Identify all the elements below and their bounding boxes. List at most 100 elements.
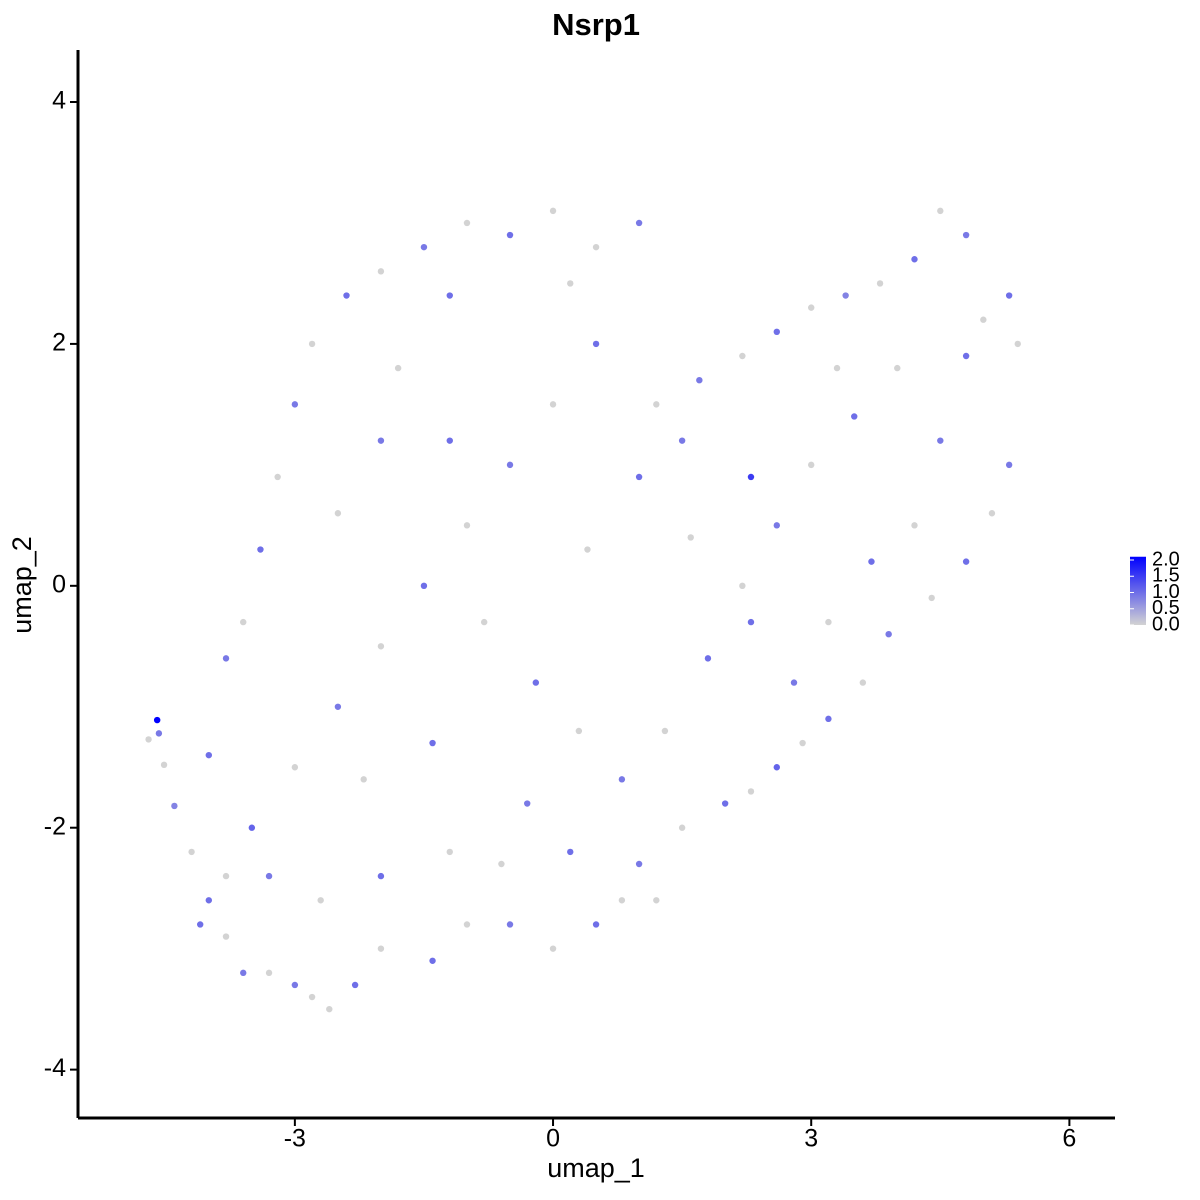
point xyxy=(773,522,780,529)
point xyxy=(308,993,316,1001)
x-tick-label: 3 xyxy=(804,1125,818,1153)
point xyxy=(937,207,944,215)
point xyxy=(155,730,163,737)
point xyxy=(420,243,428,251)
point xyxy=(351,981,359,989)
colorbar xyxy=(1130,556,1146,625)
point xyxy=(773,328,780,336)
point xyxy=(885,630,892,638)
point xyxy=(592,340,600,348)
point xyxy=(420,582,428,590)
point xyxy=(833,364,841,372)
point xyxy=(480,618,488,626)
point xyxy=(592,243,600,251)
point xyxy=(446,292,453,299)
colorbar-tick-label: 1.5 xyxy=(1152,565,1180,587)
point xyxy=(334,510,342,517)
point xyxy=(265,969,273,977)
colorbar-tick-label: 0.0 xyxy=(1152,613,1180,635)
point xyxy=(463,219,471,227)
point xyxy=(567,280,574,287)
point xyxy=(678,824,686,831)
point xyxy=(962,558,970,565)
point xyxy=(661,727,669,735)
point xyxy=(240,969,247,977)
point xyxy=(618,897,626,904)
point xyxy=(463,522,471,529)
point xyxy=(463,921,471,928)
point xyxy=(687,534,694,541)
point xyxy=(868,558,875,565)
chart-title: Nsrp1 xyxy=(552,7,640,42)
colorbar-tick-label: 1.0 xyxy=(1152,581,1180,603)
point xyxy=(360,776,367,783)
point xyxy=(506,461,514,469)
point xyxy=(506,921,514,928)
point xyxy=(876,280,884,287)
point xyxy=(197,921,204,928)
point xyxy=(678,437,686,444)
point xyxy=(739,352,746,360)
point xyxy=(222,872,230,880)
point xyxy=(334,703,342,710)
point xyxy=(429,957,436,964)
point xyxy=(859,679,867,686)
point xyxy=(799,739,806,747)
point xyxy=(326,1005,333,1013)
point xyxy=(842,292,849,299)
point xyxy=(592,921,600,928)
point xyxy=(739,582,746,590)
point xyxy=(171,802,178,810)
point xyxy=(988,510,996,517)
point xyxy=(911,522,918,529)
point xyxy=(653,897,660,904)
y-axis-label: umap_2 xyxy=(7,536,37,634)
point xyxy=(721,800,729,807)
point xyxy=(773,764,780,771)
point xyxy=(160,761,168,769)
point xyxy=(1014,340,1021,348)
point xyxy=(808,304,815,311)
point xyxy=(911,256,918,263)
point xyxy=(825,715,832,723)
point xyxy=(635,219,643,227)
point xyxy=(808,461,815,469)
point xyxy=(377,945,385,952)
point xyxy=(377,268,385,275)
x-tick-label: 6 xyxy=(1062,1125,1076,1153)
point xyxy=(394,364,402,372)
point xyxy=(222,655,230,662)
point xyxy=(274,473,281,481)
point xyxy=(635,860,643,868)
x-tick-label: 0 xyxy=(546,1125,560,1153)
point xyxy=(894,364,901,372)
point xyxy=(549,945,557,952)
y-tick-label: 2 xyxy=(52,329,66,357)
y-tick-label: -4 xyxy=(44,1054,66,1082)
point xyxy=(291,764,299,771)
point xyxy=(747,618,755,626)
y-tick-label: 0 xyxy=(52,570,66,598)
point xyxy=(962,352,970,360)
point xyxy=(377,437,385,444)
point xyxy=(205,751,213,759)
point xyxy=(265,872,273,880)
x-tick-label: -3 xyxy=(284,1125,306,1153)
point xyxy=(240,618,247,626)
point xyxy=(532,679,540,686)
point xyxy=(248,824,256,831)
point xyxy=(747,788,755,795)
point xyxy=(747,473,755,481)
point xyxy=(429,739,436,747)
point xyxy=(851,413,858,420)
point xyxy=(291,981,299,989)
point xyxy=(377,643,385,650)
point xyxy=(980,316,987,323)
point xyxy=(317,897,324,904)
x-axis-label: umap_1 xyxy=(547,1153,645,1183)
point xyxy=(506,231,514,239)
point xyxy=(696,376,703,384)
point xyxy=(653,401,660,408)
point xyxy=(257,546,264,553)
